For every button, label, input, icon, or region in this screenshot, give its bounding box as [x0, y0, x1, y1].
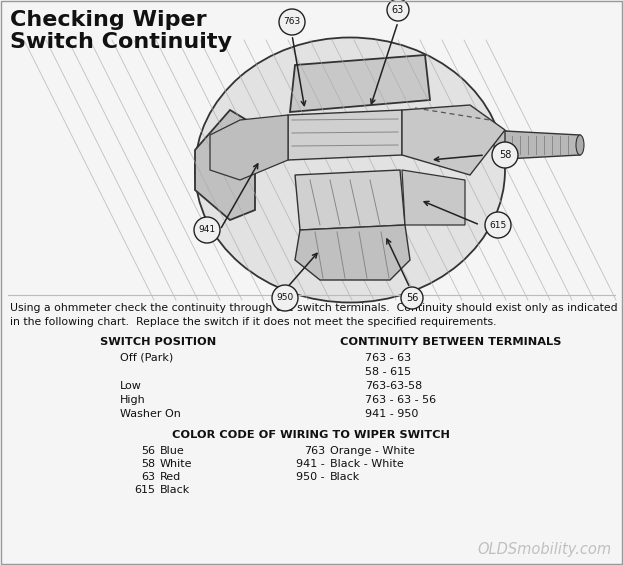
Text: SWITCH POSITION: SWITCH POSITION: [100, 337, 216, 347]
Text: in the following chart.  Replace the switch if it does not meet the specified re: in the following chart. Replace the swit…: [10, 317, 497, 327]
Polygon shape: [505, 131, 580, 159]
Text: OLDSmobility.com: OLDSmobility.com: [478, 542, 612, 557]
Polygon shape: [295, 225, 410, 280]
Polygon shape: [195, 110, 255, 220]
Text: 941 - 950: 941 - 950: [365, 409, 419, 419]
Text: Black - White: Black - White: [330, 459, 404, 469]
Circle shape: [492, 142, 518, 168]
Text: Black: Black: [160, 485, 190, 495]
Text: 56: 56: [141, 446, 155, 456]
Text: COLOR CODE OF WIRING TO WIPER SWITCH: COLOR CODE OF WIRING TO WIPER SWITCH: [172, 430, 450, 440]
Polygon shape: [288, 110, 402, 160]
Text: Orange - White: Orange - White: [330, 446, 415, 456]
Text: High: High: [120, 395, 146, 405]
Text: 941: 941: [199, 225, 216, 234]
Text: 763-63-58: 763-63-58: [365, 381, 422, 391]
Ellipse shape: [494, 131, 516, 159]
Polygon shape: [402, 170, 465, 225]
Polygon shape: [402, 105, 505, 175]
Circle shape: [387, 0, 409, 21]
Text: Washer On: Washer On: [120, 409, 181, 419]
Text: White: White: [160, 459, 193, 469]
Text: 63: 63: [141, 472, 155, 482]
Text: Red: Red: [160, 472, 181, 482]
Text: Off (Park): Off (Park): [120, 353, 173, 363]
Text: 763: 763: [283, 18, 301, 27]
Polygon shape: [295, 170, 405, 230]
Circle shape: [194, 217, 220, 243]
Circle shape: [401, 287, 423, 309]
Text: Blue: Blue: [160, 446, 185, 456]
Polygon shape: [210, 115, 288, 180]
Text: 950: 950: [277, 293, 293, 302]
Circle shape: [485, 212, 511, 238]
Text: 763 - 63: 763 - 63: [365, 353, 411, 363]
Text: 615: 615: [134, 485, 155, 495]
Text: Low: Low: [120, 381, 142, 391]
Text: Checking Wiper: Checking Wiper: [10, 10, 207, 30]
Circle shape: [279, 9, 305, 35]
Ellipse shape: [576, 135, 584, 155]
Text: 763: 763: [304, 446, 325, 456]
Polygon shape: [290, 55, 430, 112]
Text: 763 - 63 - 56: 763 - 63 - 56: [365, 395, 436, 405]
Text: 941 -: 941 -: [297, 459, 325, 469]
Text: CONTINUITY BETWEEN TERMINALS: CONTINUITY BETWEEN TERMINALS: [340, 337, 561, 347]
Text: Black: Black: [330, 472, 360, 482]
Text: 58: 58: [141, 459, 155, 469]
Text: 615: 615: [490, 220, 506, 229]
Text: 950 -: 950 -: [297, 472, 325, 482]
Text: Switch Continuity: Switch Continuity: [10, 32, 232, 52]
Text: 58 - 615: 58 - 615: [365, 367, 411, 377]
Text: Using a ohmmeter check the continuity through the switch terminals.  Continuity : Using a ohmmeter check the continuity th…: [10, 303, 617, 313]
Circle shape: [272, 285, 298, 311]
Text: 58: 58: [499, 150, 511, 160]
Text: 56: 56: [406, 293, 418, 303]
Ellipse shape: [195, 37, 505, 302]
Text: 63: 63: [392, 5, 404, 15]
